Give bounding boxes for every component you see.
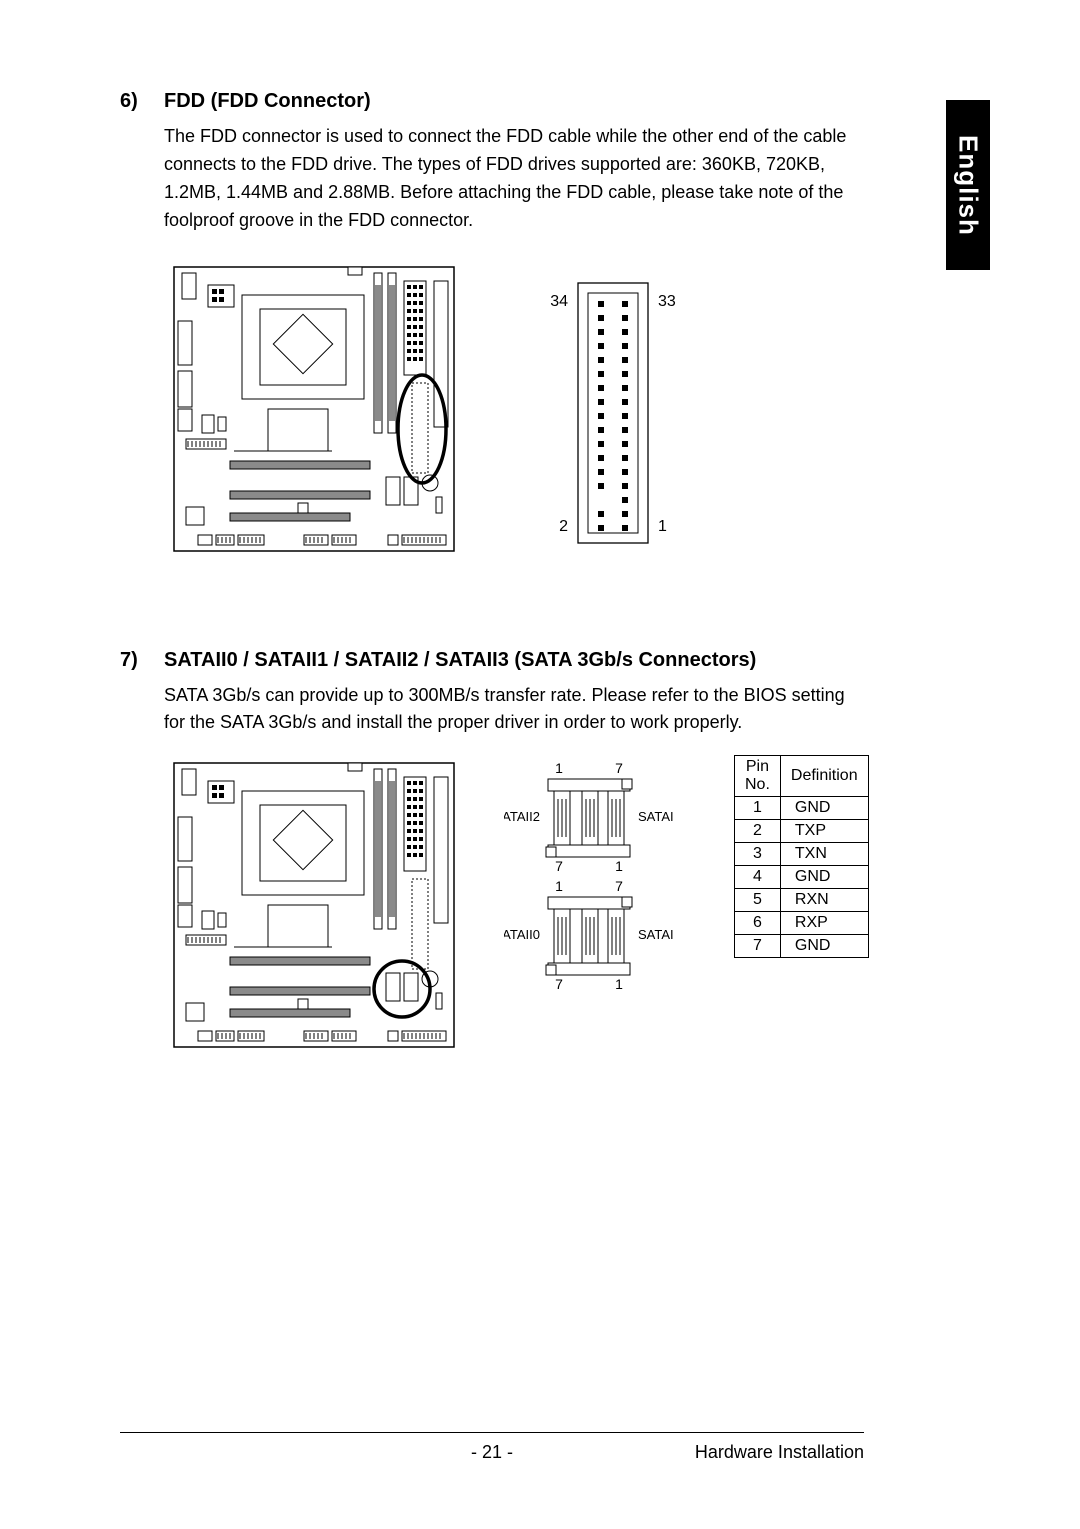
fdd-pinout-diagram: 34 33 2 1 — [534, 259, 704, 559]
section-header: 7) SATAII0 / SATAII1 / SATAII2 / SATAII3… — [120, 649, 860, 672]
section-body: The FDD connector is used to connect the… — [164, 123, 860, 235]
table-row: 2TXP — [735, 820, 869, 843]
pin-definition: TXN — [780, 843, 868, 866]
table-row: 4GND — [735, 866, 869, 889]
table-row: 3TXN — [735, 843, 869, 866]
fdd-pin-1: 1 — [658, 518, 667, 535]
table-header: Pin No. — [735, 756, 781, 797]
table-row: 5RXN — [735, 889, 869, 912]
sata-figure-row: 1 7 7 1 SATAII2 SATAII3 — [164, 755, 860, 1055]
pin-definition: RXN — [780, 889, 868, 912]
motherboard-diagram-fdd — [164, 259, 464, 559]
section-title: SATAII0 / SATAII1 / SATAII2 / SATAII3 (S… — [164, 649, 756, 672]
pin-number: 7 — [735, 935, 781, 958]
sata-pin-table: Pin No. Definition 1GND2TXP3TXN4GND5RXN6… — [734, 755, 869, 958]
pin-number: 3 — [735, 843, 781, 866]
sata-pin-1: 1 — [615, 976, 623, 992]
sata-pin-7: 7 — [615, 878, 623, 894]
section-title: FDD (FDD Connector) — [164, 90, 371, 113]
page-footer: - 21 - Hardware Installation — [120, 1442, 864, 1463]
section-number: 7) — [120, 649, 146, 672]
sata-pin-1: 1 — [555, 760, 563, 776]
sata-label-sataii1: SATAII1 — [638, 927, 674, 942]
footer-rule — [120, 1432, 864, 1433]
sata-pin-7: 7 — [615, 760, 623, 776]
sata-pin-7: 7 — [555, 976, 563, 992]
fdd-figure-row: 34 33 2 1 — [164, 259, 860, 559]
table-header-row: Pin No. Definition — [735, 756, 869, 797]
pin-number: 1 — [735, 797, 781, 820]
section-body: SATA 3Gb/s can provide up to 300MB/s tra… — [164, 682, 860, 738]
pin-number: 2 — [735, 820, 781, 843]
motherboard-diagram-sata — [164, 755, 464, 1055]
table-row: 1GND — [735, 797, 869, 820]
table-header: Definition — [780, 756, 868, 797]
page-number: - 21 - — [471, 1442, 513, 1463]
sata-label-sataii3: SATAII3 — [638, 809, 674, 824]
fdd-pin-33: 33 — [658, 293, 676, 310]
fdd-pin-2: 2 — [559, 518, 568, 535]
content-area: 6) FDD (FDD Connector) The FDD connector… — [120, 90, 860, 1145]
pin-definition: RXP — [780, 912, 868, 935]
sata-pin-1: 1 — [615, 858, 623, 874]
language-tab: English — [946, 100, 990, 270]
sata-connector-diagram: 1 7 7 1 SATAII2 SATAII3 — [504, 755, 674, 1005]
table-row: 6RXP — [735, 912, 869, 935]
pin-number: 5 — [735, 889, 781, 912]
section-header: 6) FDD (FDD Connector) — [120, 90, 860, 113]
pin-definition: GND — [780, 797, 868, 820]
fdd-pin-34: 34 — [550, 293, 568, 310]
section-fdd: 6) FDD (FDD Connector) The FDD connector… — [120, 90, 860, 559]
pin-number: 4 — [735, 866, 781, 889]
section-number: 6) — [120, 90, 146, 113]
pin-definition: GND — [780, 866, 868, 889]
sata-label-sataii2: SATAII2 — [504, 809, 540, 824]
page-root: English 6) FDD (FDD Connector) The FDD c… — [0, 0, 1080, 1529]
pin-definition: GND — [780, 935, 868, 958]
sata-pin-1: 1 — [555, 878, 563, 894]
sata-pin-7: 7 — [555, 858, 563, 874]
section-sata: 7) SATAII0 / SATAII1 / SATAII2 / SATAII3… — [120, 649, 860, 1056]
sata-label-sataii0: SATAII0 — [504, 927, 540, 942]
footer-section-name: Hardware Installation — [695, 1442, 864, 1463]
table-row: 7GND — [735, 935, 869, 958]
pin-number: 6 — [735, 912, 781, 935]
pin-definition: TXP — [780, 820, 868, 843]
